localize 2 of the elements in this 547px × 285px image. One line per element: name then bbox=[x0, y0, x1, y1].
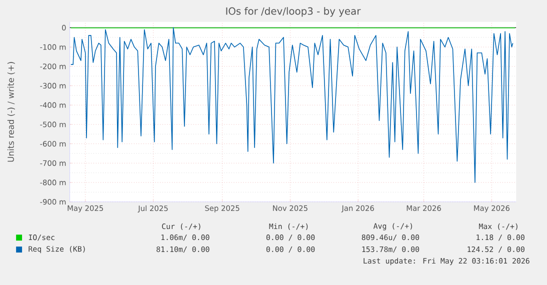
chart-title: IOs for /dev/loop3 - by year bbox=[226, 6, 361, 17]
y-axis-title: Units read (-) / write (+) bbox=[7, 62, 15, 162]
